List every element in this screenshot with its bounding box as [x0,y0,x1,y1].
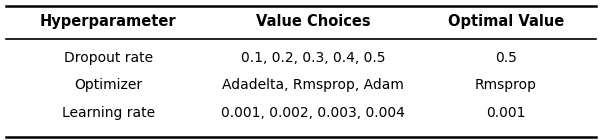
Text: 0.001: 0.001 [486,106,526,120]
Text: Adadelta, Rmsprop, Adam: Adadelta, Rmsprop, Adam [222,78,404,92]
Text: Optimal Value: Optimal Value [447,14,564,29]
Text: 0.1, 0.2, 0.3, 0.4, 0.5: 0.1, 0.2, 0.3, 0.4, 0.5 [241,51,385,65]
Text: Learning rate: Learning rate [62,106,155,120]
Text: Hyperparameter: Hyperparameter [40,14,176,29]
Text: 0.001, 0.002, 0.003, 0.004: 0.001, 0.002, 0.003, 0.004 [221,106,405,120]
Text: Value Choices: Value Choices [256,14,370,29]
Text: Optimizer: Optimizer [74,78,143,92]
Text: 0.5: 0.5 [495,51,517,65]
Text: Rmsprop: Rmsprop [475,78,536,92]
Text: Dropout rate: Dropout rate [64,51,153,65]
